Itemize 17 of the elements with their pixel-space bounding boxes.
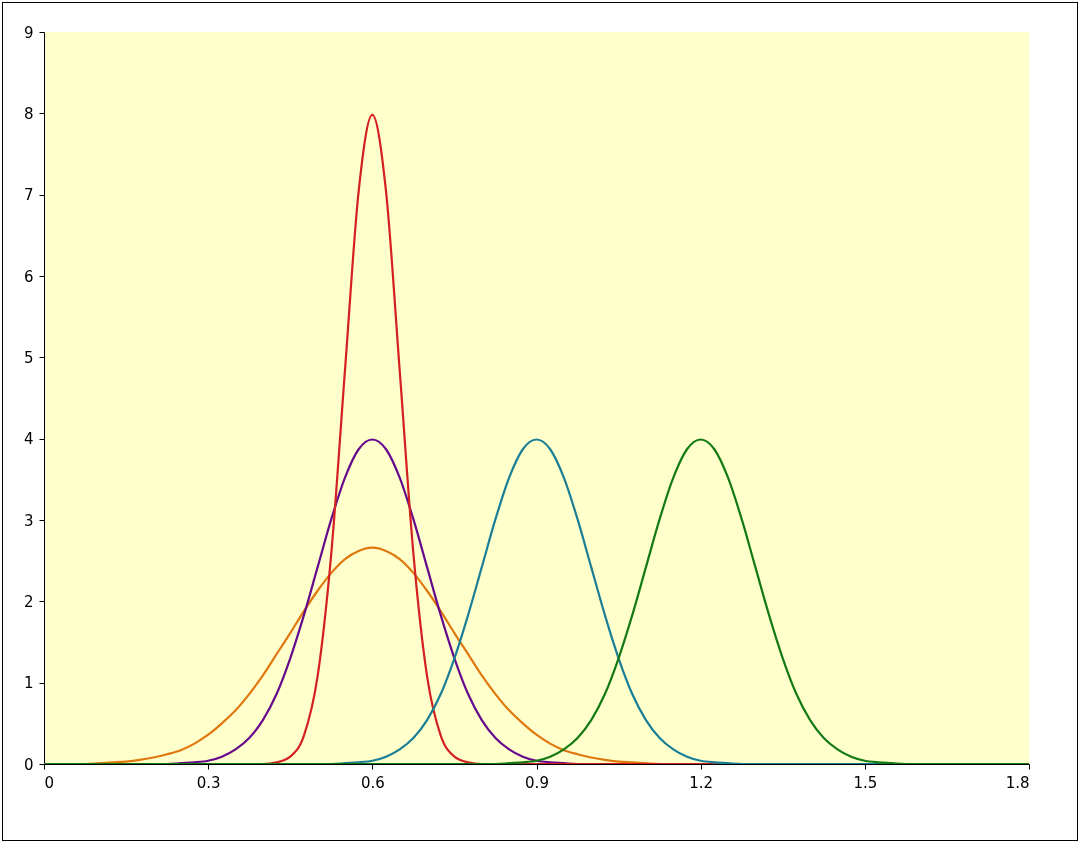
y-tick-label: 6 <box>23 267 34 286</box>
x-tick-label: 0.3 <box>196 773 221 792</box>
x-tick-label: 0.9 <box>525 773 549 792</box>
x-tick-label: 0 <box>44 773 55 792</box>
y-tick-label: 2 <box>23 592 34 611</box>
y-tick-label: 8 <box>23 104 34 123</box>
y-tick-label: 7 <box>23 186 34 205</box>
y-tick-label: 5 <box>23 348 34 367</box>
x-tick-label: 1.2 <box>689 773 714 792</box>
x-tick-label: 1.5 <box>853 773 878 792</box>
y-tick-label: 9 <box>23 23 34 42</box>
y-tick-label: 0 <box>23 755 34 774</box>
x-tick-label: 1.8 <box>1005 773 1030 792</box>
y-tick-label: 1 <box>23 674 34 693</box>
y-tick-label: 3 <box>23 511 34 530</box>
y-tick-label: 4 <box>23 430 34 449</box>
x-tick-label: 0.6 <box>360 773 385 792</box>
